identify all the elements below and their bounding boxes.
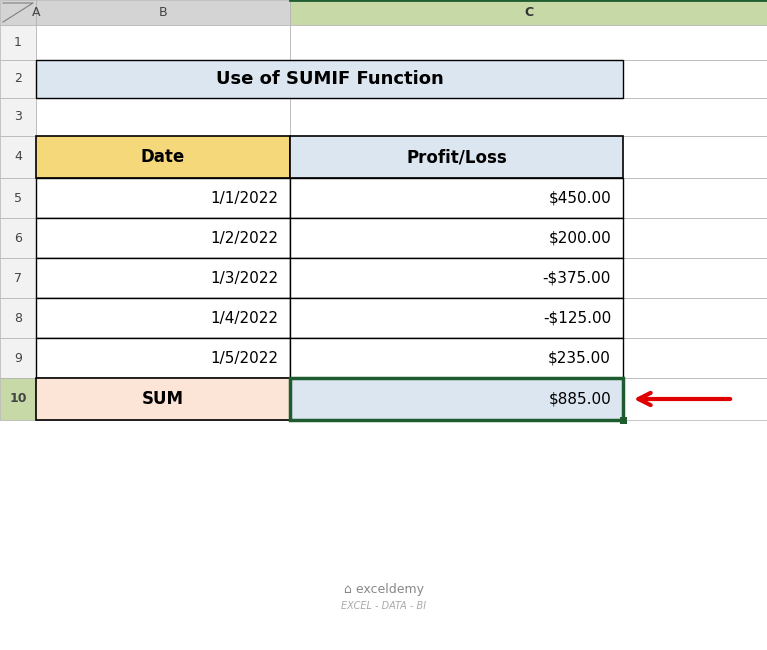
- Text: EXCEL - DATA - BI: EXCEL - DATA - BI: [341, 601, 426, 611]
- Text: 1/1/2022: 1/1/2022: [210, 190, 278, 205]
- Text: $450.00: $450.00: [548, 190, 611, 205]
- Text: $235.00: $235.00: [548, 350, 611, 365]
- Bar: [0, 258, 36, 298]
- Bar: [0, 136, 36, 178]
- Bar: [0, 60, 36, 98]
- Text: A: A: [31, 6, 40, 19]
- Bar: [36, 218, 290, 258]
- Text: $200.00: $200.00: [548, 231, 611, 246]
- Bar: [36, 378, 290, 420]
- Text: 1: 1: [14, 36, 22, 49]
- Text: 1/5/2022: 1/5/2022: [210, 350, 278, 365]
- Text: -$125.00: -$125.00: [543, 311, 611, 326]
- Text: 2: 2: [14, 73, 22, 86]
- Text: $885.00: $885.00: [548, 391, 611, 406]
- Bar: [290, 258, 767, 298]
- Bar: [290, 60, 767, 98]
- Bar: [290, 178, 623, 218]
- Bar: [290, 0, 767, 25]
- Bar: [36, 218, 290, 258]
- Bar: [36, 98, 290, 136]
- Bar: [36, 25, 290, 60]
- Bar: [0, 25, 36, 60]
- Bar: [290, 98, 767, 136]
- Text: 1/3/2022: 1/3/2022: [210, 270, 278, 285]
- Bar: [36, 60, 290, 98]
- Bar: [290, 378, 623, 420]
- Bar: [0, 0, 36, 25]
- Text: 1/2/2022: 1/2/2022: [210, 231, 278, 246]
- Bar: [36, 0, 290, 25]
- Bar: [36, 378, 290, 420]
- Text: C: C: [524, 6, 533, 19]
- Bar: [36, 258, 290, 298]
- Bar: [290, 136, 767, 178]
- Text: Date: Date: [141, 148, 185, 166]
- Bar: [290, 338, 623, 378]
- Text: SUM: SUM: [142, 390, 184, 408]
- Text: 8: 8: [14, 311, 22, 324]
- Text: 9: 9: [14, 352, 22, 365]
- Bar: [36, 338, 290, 378]
- Text: 3: 3: [14, 111, 22, 124]
- Bar: [36, 258, 290, 298]
- Text: 1/4/2022: 1/4/2022: [210, 311, 278, 326]
- Text: 5: 5: [14, 192, 22, 205]
- Bar: [36, 178, 290, 218]
- Bar: [0, 218, 36, 258]
- Text: 4: 4: [14, 151, 22, 164]
- Bar: [0, 378, 36, 420]
- Bar: [290, 338, 767, 378]
- Bar: [290, 178, 767, 218]
- Bar: [36, 298, 290, 338]
- Bar: [36, 136, 290, 178]
- Bar: [290, 298, 623, 338]
- Bar: [36, 60, 623, 98]
- Bar: [620, 417, 627, 424]
- Bar: [290, 136, 623, 178]
- Bar: [290, 218, 623, 258]
- Bar: [290, 258, 623, 298]
- Bar: [290, 218, 767, 258]
- Bar: [290, 25, 767, 60]
- Bar: [36, 298, 290, 338]
- Text: B: B: [159, 6, 167, 19]
- Bar: [0, 338, 36, 378]
- Text: -$375.00: -$375.00: [542, 270, 611, 285]
- Bar: [0, 98, 36, 136]
- Text: Profit/Loss: Profit/Loss: [406, 148, 507, 166]
- Text: 6: 6: [14, 231, 22, 244]
- Bar: [36, 178, 290, 218]
- Bar: [290, 378, 767, 420]
- Text: 10: 10: [9, 393, 27, 406]
- Bar: [0, 298, 36, 338]
- Bar: [290, 298, 767, 338]
- Bar: [0, 178, 36, 218]
- Text: 7: 7: [14, 272, 22, 285]
- Bar: [36, 338, 290, 378]
- Bar: [36, 136, 290, 178]
- Text: Use of SUMIF Function: Use of SUMIF Function: [216, 70, 443, 88]
- Text: ⌂ exceldemy: ⌂ exceldemy: [344, 584, 423, 597]
